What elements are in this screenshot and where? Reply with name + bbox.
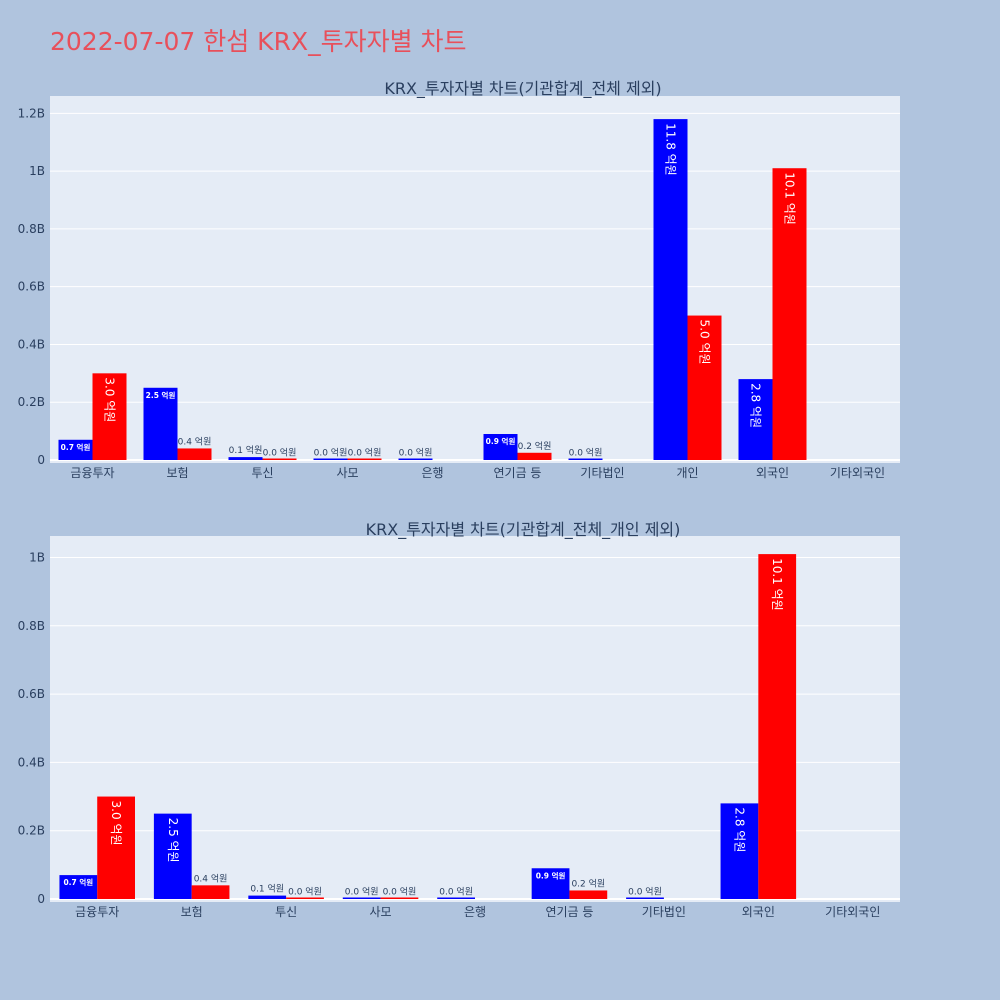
data-label: 0.0 억원 xyxy=(569,447,603,459)
bar[interactable] xyxy=(92,373,127,460)
y-tick-label: 0.2B xyxy=(18,824,45,838)
x-tick-label: 사모 xyxy=(336,466,358,480)
chart-investor-excl-individual: 0 0.2B 0.4B 0.6B 0.8B 1B KRX_투자자별 차트(기관합계_전체_개… xyxy=(18,520,900,919)
data-label: 0.0 억원 xyxy=(399,447,433,459)
x-tick-label: 은행 xyxy=(464,904,486,919)
data-label: 11.8 억원 xyxy=(664,123,678,176)
y-tick-label: 0.2B xyxy=(18,395,45,409)
y-tick-label: 0.6B xyxy=(18,280,45,294)
x-tick-label: 투신 xyxy=(251,466,273,480)
data-label: 0.4 억원 xyxy=(194,872,228,884)
data-label: 0.0 억원 xyxy=(314,446,348,458)
bar[interactable] xyxy=(58,439,93,460)
chart-investor-total: 0 0.2B 0.4B 0.6B 0.8B 1B 1.2B KRX_투자자별 차트(기관합계_… xyxy=(18,79,900,480)
data-label: 0.7 억원 xyxy=(63,877,93,887)
data-label: 0.0 억원 xyxy=(263,446,297,458)
data-label: 0.9 억원 xyxy=(486,436,516,446)
data-label: 2.8 억원 xyxy=(732,807,746,852)
data-label: 0.0 억원 xyxy=(345,885,379,897)
x-tick-label: 금융투자 xyxy=(75,905,119,919)
x-tick-label: 보험 xyxy=(166,466,188,480)
y-tick-label: 0.8B xyxy=(18,619,45,633)
data-label: 0.1 억원 xyxy=(250,883,284,895)
bar[interactable] xyxy=(568,458,603,461)
data-label: 0.9 억원 xyxy=(536,870,566,880)
data-label: 0.2 억원 xyxy=(518,440,552,452)
data-label: 0.0 억원 xyxy=(628,886,662,898)
x-tick-label: 투신 xyxy=(275,905,297,919)
bar[interactable] xyxy=(531,868,570,899)
data-label: 0.0 억원 xyxy=(348,446,382,458)
bar[interactable] xyxy=(143,387,178,460)
data-label: 0.7 억원 xyxy=(61,442,91,452)
bar[interactable] xyxy=(347,458,382,461)
x-tick-label: 기타법인 xyxy=(642,905,686,919)
data-label: 0.0 억원 xyxy=(288,885,322,897)
bar[interactable] xyxy=(772,168,807,460)
bar[interactable] xyxy=(653,119,688,460)
data-label: 0.0 억원 xyxy=(439,886,473,898)
y-tick-label: 0.4B xyxy=(18,755,45,769)
y-tick-label: 1.2B xyxy=(18,106,45,120)
bar[interactable] xyxy=(687,315,722,460)
y-tick-label: 0 xyxy=(37,453,45,467)
bar[interactable] xyxy=(191,885,230,899)
y-tick-label: 0 xyxy=(37,892,45,906)
x-tick-label: 보험 xyxy=(181,905,203,919)
data-label: 10.1 억원 xyxy=(770,558,784,611)
data-label: 0.0 억원 xyxy=(383,885,417,897)
x-tick-label: 사모 xyxy=(370,905,392,919)
bar[interactable] xyxy=(262,458,297,461)
data-label: 0.4 억원 xyxy=(178,435,212,447)
bar[interactable] xyxy=(248,895,287,899)
x-tick-label: 기타외국인 xyxy=(825,905,880,919)
data-label: 3.0 억원 xyxy=(109,801,123,846)
bar[interactable] xyxy=(626,897,664,900)
data-label: 2.5 억원 xyxy=(146,390,176,400)
x-tick-label: 연기금 등 xyxy=(494,466,542,480)
bar[interactable] xyxy=(342,897,381,900)
y-tick-label: 1B xyxy=(29,551,45,565)
bar[interactable] xyxy=(153,813,192,899)
x-tick-label: 개인 xyxy=(676,466,698,480)
bar[interactable] xyxy=(483,434,518,460)
x-tick-label: 은행 xyxy=(421,465,443,480)
chart-title: KRX_투자자별 차트(기관합계_전체_개인 제외) xyxy=(366,520,681,540)
bar[interactable] xyxy=(720,803,759,899)
x-tick-label: 금융투자 xyxy=(70,466,114,480)
bar[interactable] xyxy=(569,890,608,899)
bar[interactable] xyxy=(517,452,552,460)
x-tick-label: 연기금 등 xyxy=(545,905,593,919)
x-tick-label: 외국인 xyxy=(756,466,789,480)
data-label: 2.8 억원 xyxy=(749,383,763,428)
x-tick-label: 기타법인 xyxy=(580,466,624,480)
bar[interactable] xyxy=(738,379,773,460)
y-tick-label: 0.6B xyxy=(18,687,45,701)
y-tick-label: 0.4B xyxy=(18,337,45,351)
bar[interactable] xyxy=(286,897,324,900)
bar[interactable] xyxy=(97,796,135,899)
y-tick-label: 1B xyxy=(29,164,45,178)
bar[interactable] xyxy=(437,897,475,900)
bar[interactable] xyxy=(228,457,263,460)
chart-title: KRX_투자자별 차트(기관합계_전체 제외) xyxy=(384,79,661,99)
x-tick-label: 기타외국인 xyxy=(830,466,885,480)
data-label: 10.1 억원 xyxy=(783,172,797,225)
bar[interactable] xyxy=(177,448,212,460)
data-label: 5.0 억원 xyxy=(698,320,712,365)
bar[interactable] xyxy=(380,897,419,900)
bar[interactable] xyxy=(398,458,433,461)
data-label: 3.0 억원 xyxy=(103,377,117,422)
y-tick-label: 0.8B xyxy=(18,222,45,236)
data-label: 0.1 억원 xyxy=(229,444,263,456)
page-title: 2022-07-07 한섬 KRX_투자자별 차트 xyxy=(50,27,467,56)
data-label: 0.2 억원 xyxy=(571,877,605,889)
data-label: 2.5 억원 xyxy=(166,818,180,863)
bar[interactable] xyxy=(313,458,348,461)
x-tick-label: 외국인 xyxy=(742,905,775,919)
bar[interactable] xyxy=(59,875,98,899)
bar[interactable] xyxy=(758,554,797,899)
